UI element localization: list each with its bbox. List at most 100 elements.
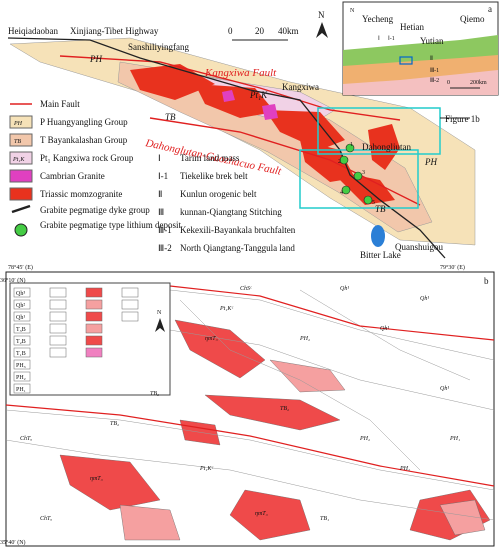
legend-symbol-label: Ⅰ-1 [158,171,168,181]
unit-label: PH₂ [299,336,310,342]
legend-text: Tarim land mass [180,153,240,163]
deposit-no: 1 [350,142,353,148]
north: N [157,310,162,316]
unit-label: Qh¹ [340,286,349,292]
coord: 36°10′ (N) [0,277,26,284]
coord: 79°30′ (E) [440,264,465,271]
legend-code: Qh² [16,303,25,309]
legend-text: Triassic momzogranite [40,189,122,199]
inset-box [399,56,413,65]
legend-text: P Huangyangling Group [40,117,128,127]
inset-zone-label: Ⅱ [430,56,433,62]
legend-symbol-label: Pt₁K [12,157,25,163]
inset-place: Yecheng [362,14,394,24]
unit-label: ηmT₃ [90,476,103,482]
legend-text: North Qiangtang-Tanggula land [180,243,295,253]
legend-text: Pt₁ Kangxiwa rock Group [40,153,134,163]
granite-light [119,359,486,541]
inset-zone-label: Ⅲ-1 [430,68,439,74]
legend-code: PH₃ [16,363,26,369]
place: Quanshuigou [395,242,443,252]
north-arrow [316,22,328,38]
scale-label: 0 [228,26,233,36]
panel-b: Qh³ Qh² Qh¹ T₃B T₂B T₁B PH₃ PH₂ PH₁ N 78… [0,264,495,547]
unit-label: ChTₐ [40,516,52,522]
cambrian [222,90,235,102]
unit-label: PH₂ [399,466,410,472]
legend-text: Grabite pegmatige type lithium deposit [40,220,181,230]
unit-label: TB₁ [320,516,329,522]
legend-symbol-label: Ⅱ [158,189,162,199]
deposit-no: 5 [372,200,375,206]
inset-place: Hetian [400,22,424,32]
unit-label: Qh¹ [420,296,429,302]
scale-label: 40km [278,26,299,36]
coord: 35°40′ (N) [0,539,26,546]
unit-label: PH [89,54,102,64]
deposit-no: 2 [338,159,341,165]
inset-north: N [350,8,355,14]
fault [5,404,495,487]
place: Sanshiliyingfang [128,42,189,52]
legend-text: Kekexili-Bayankala bruchfalten [180,225,296,235]
unit-labels: Qh¹ Qh¹ Qh¹ PH₂ PH₂ PH₂ Pt₁Kᶜ Pt₁Kᶜ TB₂ … [20,286,460,522]
inset-label: a [488,4,492,14]
fault-label: Kangxiwa Fault [204,67,277,79]
panel-a: Heiqiadaoban Xinjiang-Tibet Highway Sans… [7,1,499,260]
legend-symbol-label: Ⅰ [158,153,161,163]
unit-label: Qh¹ [440,386,449,392]
legend-symbol [11,204,31,214]
unit-label: Pt₁Kᶜ [199,466,213,472]
north-arrow [155,318,165,332]
legend-code: T₃B [16,327,26,333]
legend-text: Main Fault [40,99,80,109]
legend-text: Cambrian Granite [40,171,105,181]
place: Xinjiang-Tibet Highway [70,26,159,36]
legend-symbol-label: Ⅲ-1 [158,225,172,235]
legend-code: Qh³ [16,291,25,297]
inset-place: Qiemo [460,14,485,24]
unit-label: Pt₁Kᶜ [219,306,233,312]
unit-label: ηmT₃ [255,511,268,517]
inset-zone [343,70,498,95]
legend-cells [13,287,139,394]
legend-symbol [9,187,33,201]
contacts [5,289,495,521]
unit-label: Pt₁K [249,90,268,100]
unit-label: TB₂ [110,421,119,427]
scale-label: 200km [470,80,487,86]
deposits [339,143,373,205]
legend-text: Tiekelike brek belt [180,171,248,181]
unit-label: ηmT₃ [205,336,218,342]
inset-zone-label: Ⅲ-2 [430,78,439,84]
panel-label: b [484,276,489,286]
legend-symbol-label: TB [14,139,21,145]
legend-symbol [9,115,33,129]
legend-text: kunnan-Qiangtang Stitching [180,207,282,217]
deposit-no: 3 [362,170,365,176]
scale-label: 0 [447,80,450,86]
inset-zone-label: Ⅰ [378,36,380,42]
callout-box [317,107,441,155]
inset-zone-label: Ⅰ-1 [388,36,395,42]
legend-code: PH₂ [16,375,26,381]
coord: 78°45′ (E) [8,264,33,271]
legend-symbol [9,133,33,147]
callout-box [299,149,419,209]
place: Dahongliutan [362,142,411,152]
highway [7,37,446,259]
inset-place: Yutian [420,36,444,46]
place: Bitter Lake [360,250,401,260]
unit-label: PH₁ [449,436,460,442]
unit-label: TB₂ [150,391,159,397]
legend-code: PH₁ [16,387,26,393]
callout: Figure 1b [445,114,480,124]
fault [59,55,401,121]
scale-label: 20 [255,26,265,36]
legend-text: T Bayankalashan Group [40,135,128,145]
lake [371,225,385,247]
legend-symbol [9,169,33,183]
unit-label: PH₂ [359,436,370,442]
legend-code: T₁B [16,351,26,357]
